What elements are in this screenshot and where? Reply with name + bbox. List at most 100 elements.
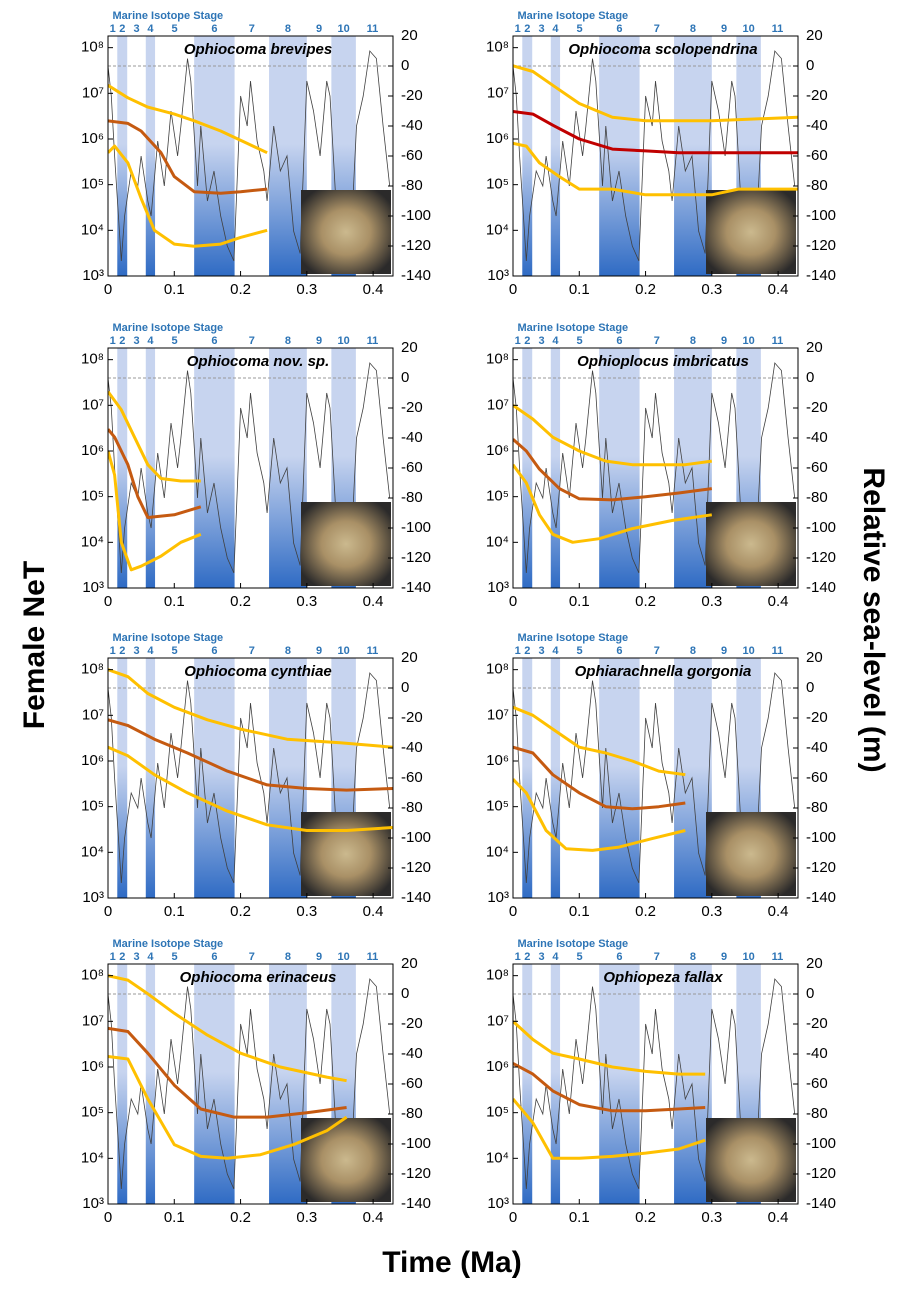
y2-tick-label: -80: [401, 1105, 423, 1122]
y2-tick-label: -100: [806, 207, 836, 224]
y2-tick-label: 0: [401, 985, 409, 1002]
stage-label: 11: [772, 335, 784, 347]
glacial-band: [145, 964, 156, 1204]
y2-tick-label: -120: [806, 237, 836, 254]
stage-label: 8: [285, 645, 291, 657]
y2-tick-label: -120: [401, 549, 431, 566]
y-tick-label: 10⁴: [486, 533, 509, 550]
stage-label: 10: [742, 23, 754, 35]
stage-label: 7: [249, 951, 255, 963]
y2-tick-label: -100: [806, 519, 836, 536]
stage-label: 9: [721, 23, 727, 35]
y2-tick-label: -20: [806, 1015, 828, 1032]
y-tick-label: 10⁶: [81, 130, 104, 147]
x-tick-label: 0.4: [363, 281, 384, 298]
x-tick-label: 0.4: [768, 903, 789, 920]
stage-label: 11: [772, 23, 784, 35]
stage-label: 10: [742, 335, 754, 347]
stage-label: 2: [119, 951, 125, 963]
specimen-photo: [706, 812, 796, 896]
stage-label: 3: [538, 645, 544, 657]
y-tick-label: 10⁶: [486, 130, 509, 147]
stage-label: 4: [552, 23, 559, 35]
ne-line: [108, 1055, 348, 1160]
y-tick-label: 10⁷: [487, 706, 509, 723]
ne-line: [108, 668, 393, 749]
x-tick-label: 0.1: [569, 281, 590, 298]
y2-tick-label: -80: [401, 799, 423, 816]
x-tick-label: 0.4: [768, 1209, 789, 1226]
y2-tick-label: -120: [401, 237, 431, 254]
y2-tick-label: -40: [806, 117, 828, 134]
stage-label: 5: [577, 951, 583, 963]
ne-line: [513, 745, 686, 811]
specimen-photo: [301, 190, 391, 274]
stage-label: 2: [119, 645, 125, 657]
x-tick-label: 0.1: [164, 1209, 185, 1226]
x-tick-label: 0.4: [768, 281, 789, 298]
stage-label: 4: [552, 645, 559, 657]
ne-line: [513, 141, 798, 197]
y-axis-title: Female NeT: [18, 561, 51, 729]
y2-tick-label: -100: [401, 1135, 431, 1152]
x-tick-label: 0.2: [230, 1209, 251, 1226]
stage-label: 2: [524, 951, 530, 963]
y2-tick-label: 0: [806, 369, 814, 386]
x-tick-label: 0: [104, 593, 112, 610]
y2-tick-label: 0: [401, 57, 409, 74]
y2-tick-label: -140: [401, 1195, 431, 1212]
stage-title: Marine Isotope Stage: [113, 322, 224, 334]
stage-label: 3: [133, 645, 139, 657]
glacial-band: [599, 348, 640, 588]
y2-tick-label: 0: [401, 679, 409, 696]
y2-tick-label: -120: [806, 1165, 836, 1182]
stage-label: 8: [690, 951, 696, 963]
stage-label: 1: [515, 645, 521, 657]
x-tick-label: 0: [509, 281, 517, 298]
y2-tick-label: -60: [806, 1075, 828, 1092]
stage-title: Marine Isotope Stage: [113, 938, 224, 950]
stage-label: 1: [515, 335, 521, 347]
y-tick-label: 10⁴: [486, 1149, 509, 1166]
y2-tick-label: -40: [806, 429, 828, 446]
y2-tick-label: -60: [401, 769, 423, 786]
ne-line: [513, 1097, 706, 1160]
y2-tick-label: -80: [401, 177, 423, 194]
y2-tick-label: -100: [806, 829, 836, 846]
panel-title: Ophiocoma nov. sp.: [187, 353, 330, 370]
y-tick-label: 10⁶: [81, 1058, 104, 1075]
y-tick-label: 10⁵: [486, 1104, 509, 1121]
x-tick-label: 0.3: [296, 593, 317, 610]
y2-tick-label: -120: [401, 859, 431, 876]
y-tick-label: 10³: [82, 579, 104, 596]
glacial-band: [599, 964, 640, 1204]
stage-label: 4: [552, 335, 559, 347]
y2-tick-label: -20: [401, 1015, 423, 1032]
x-axis-title: Time (Ma): [382, 1246, 521, 1279]
stage-label: 8: [690, 23, 696, 35]
ne-line: [108, 718, 393, 792]
y2-tick-label: 20: [401, 649, 418, 666]
specimen-photo: [301, 812, 391, 896]
x-tick-label: 0.4: [768, 593, 789, 610]
stage-label: 6: [616, 645, 622, 657]
stage-label: 4: [552, 951, 559, 963]
stage-label: 2: [524, 23, 530, 35]
y-tick-label: 10⁶: [81, 752, 104, 769]
y-tick-label: 10⁵: [486, 488, 509, 505]
stage-label: 8: [285, 335, 291, 347]
x-tick-label: 0: [104, 903, 112, 920]
glacial-band: [194, 348, 235, 588]
y-tick-label: 10⁵: [81, 488, 104, 505]
glacial-band: [117, 964, 128, 1204]
y2-tick-label: -140: [806, 579, 836, 596]
ne-line: [513, 110, 798, 155]
stage-label: 11: [367, 645, 379, 657]
stage-label: 6: [616, 23, 622, 35]
y2-tick-label: -40: [401, 1045, 423, 1062]
ne-line: [513, 64, 798, 123]
stage-label: 7: [249, 23, 255, 35]
